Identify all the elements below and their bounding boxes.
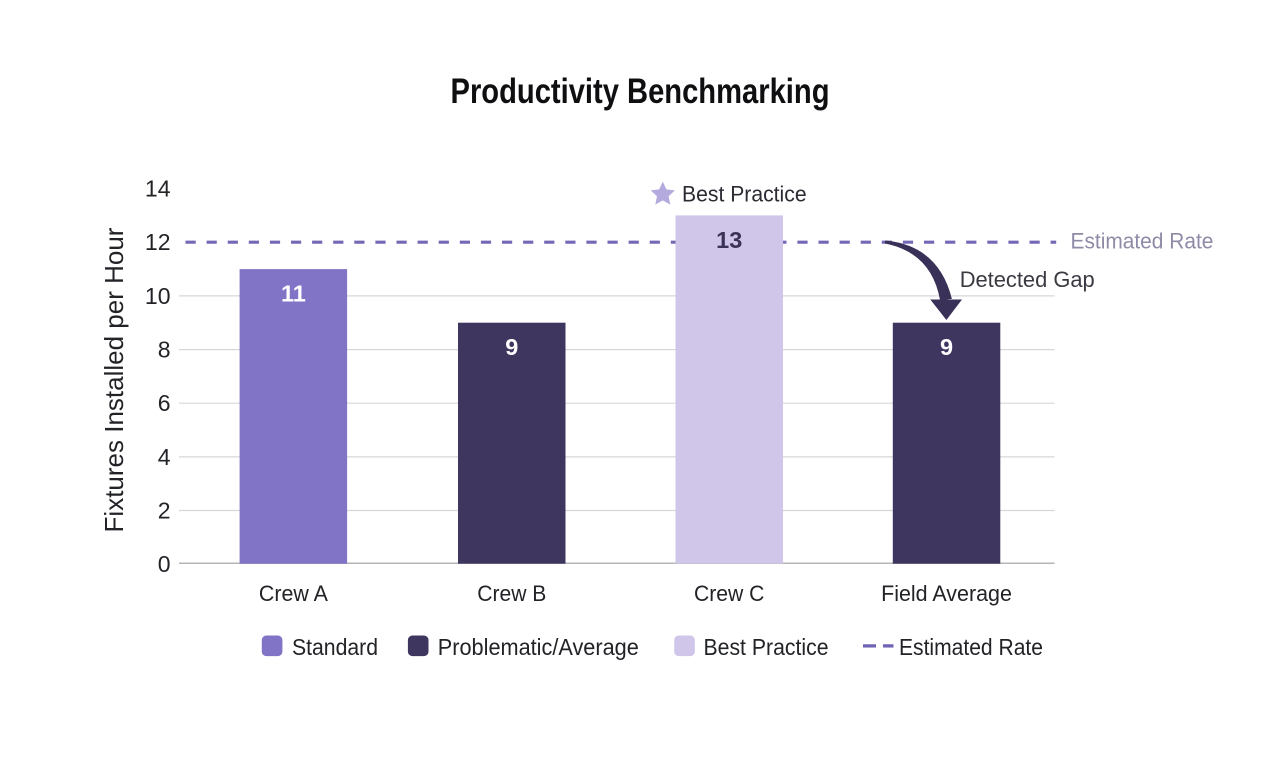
svg-text:Crew B: Crew B (477, 581, 546, 606)
svg-text:6: 6 (158, 390, 171, 416)
svg-text:Crew C: Crew C (694, 581, 765, 606)
svg-text:Standard: Standard (292, 634, 378, 660)
svg-text:Estimated Rate: Estimated Rate (899, 634, 1043, 660)
svg-text:10: 10 (145, 283, 171, 309)
svg-text:9: 9 (940, 334, 953, 360)
svg-text:Field Average: Field Average (881, 581, 1012, 606)
svg-text:4: 4 (158, 444, 171, 470)
svg-text:2: 2 (158, 498, 171, 524)
svg-text:Best Practice: Best Practice (704, 634, 829, 660)
svg-text:Problematic/Average: Problematic/Average (438, 634, 639, 660)
svg-text:Productivity Benchmarking: Productivity Benchmarking (451, 72, 830, 111)
svg-text:Detected Gap: Detected Gap (960, 267, 1095, 292)
svg-text:12: 12 (145, 229, 171, 255)
svg-text:13: 13 (716, 227, 742, 253)
svg-text:Fixtures Installed per Hour: Fixtures Installed per Hour (99, 227, 129, 532)
svg-text:8: 8 (158, 337, 171, 363)
svg-text:0: 0 (158, 551, 171, 577)
svg-text:Crew A: Crew A (259, 581, 328, 606)
svg-text:Best Practice: Best Practice (682, 182, 807, 207)
svg-text:11: 11 (281, 281, 306, 307)
svg-text:Estimated Rate: Estimated Rate (1071, 229, 1214, 254)
svg-text:14: 14 (145, 176, 171, 202)
svg-text:9: 9 (505, 334, 518, 360)
